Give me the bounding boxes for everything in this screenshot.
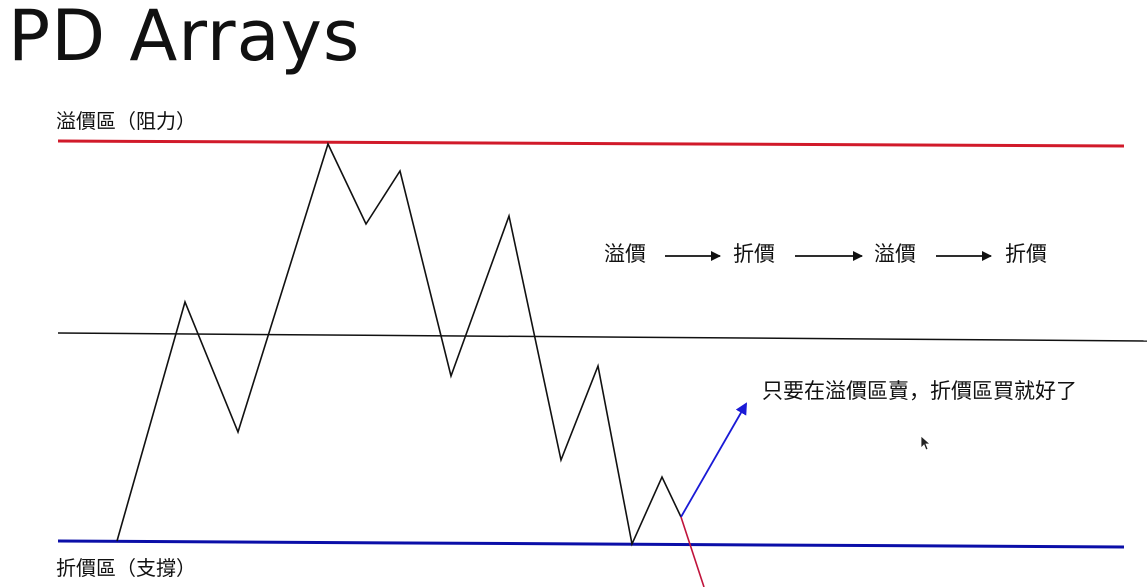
equilibrium-line xyxy=(57,332,1147,342)
page-title: PD Arrays xyxy=(8,0,361,77)
flow-step-discount-1: 折價 xyxy=(733,242,775,266)
flow-step-discount-2: 折價 xyxy=(1005,242,1047,266)
breakdown-line xyxy=(680,516,705,587)
buy-arrow xyxy=(680,402,747,518)
mouse-pointer-icon xyxy=(920,435,932,451)
premium-zone-label: 溢價區（阻力） xyxy=(56,109,196,133)
strategy-note: 只要在溢價區賣，折價區買就好了 xyxy=(762,379,1077,403)
price-path xyxy=(116,141,682,547)
premium-resistance-line xyxy=(57,139,1125,148)
flow-step-premium-2: 溢價 xyxy=(874,242,916,266)
discount-zone-label: 折價區（支撐） xyxy=(56,556,196,580)
flow-step-premium-1: 溢價 xyxy=(604,242,646,266)
discount-support-line xyxy=(57,539,1125,549)
